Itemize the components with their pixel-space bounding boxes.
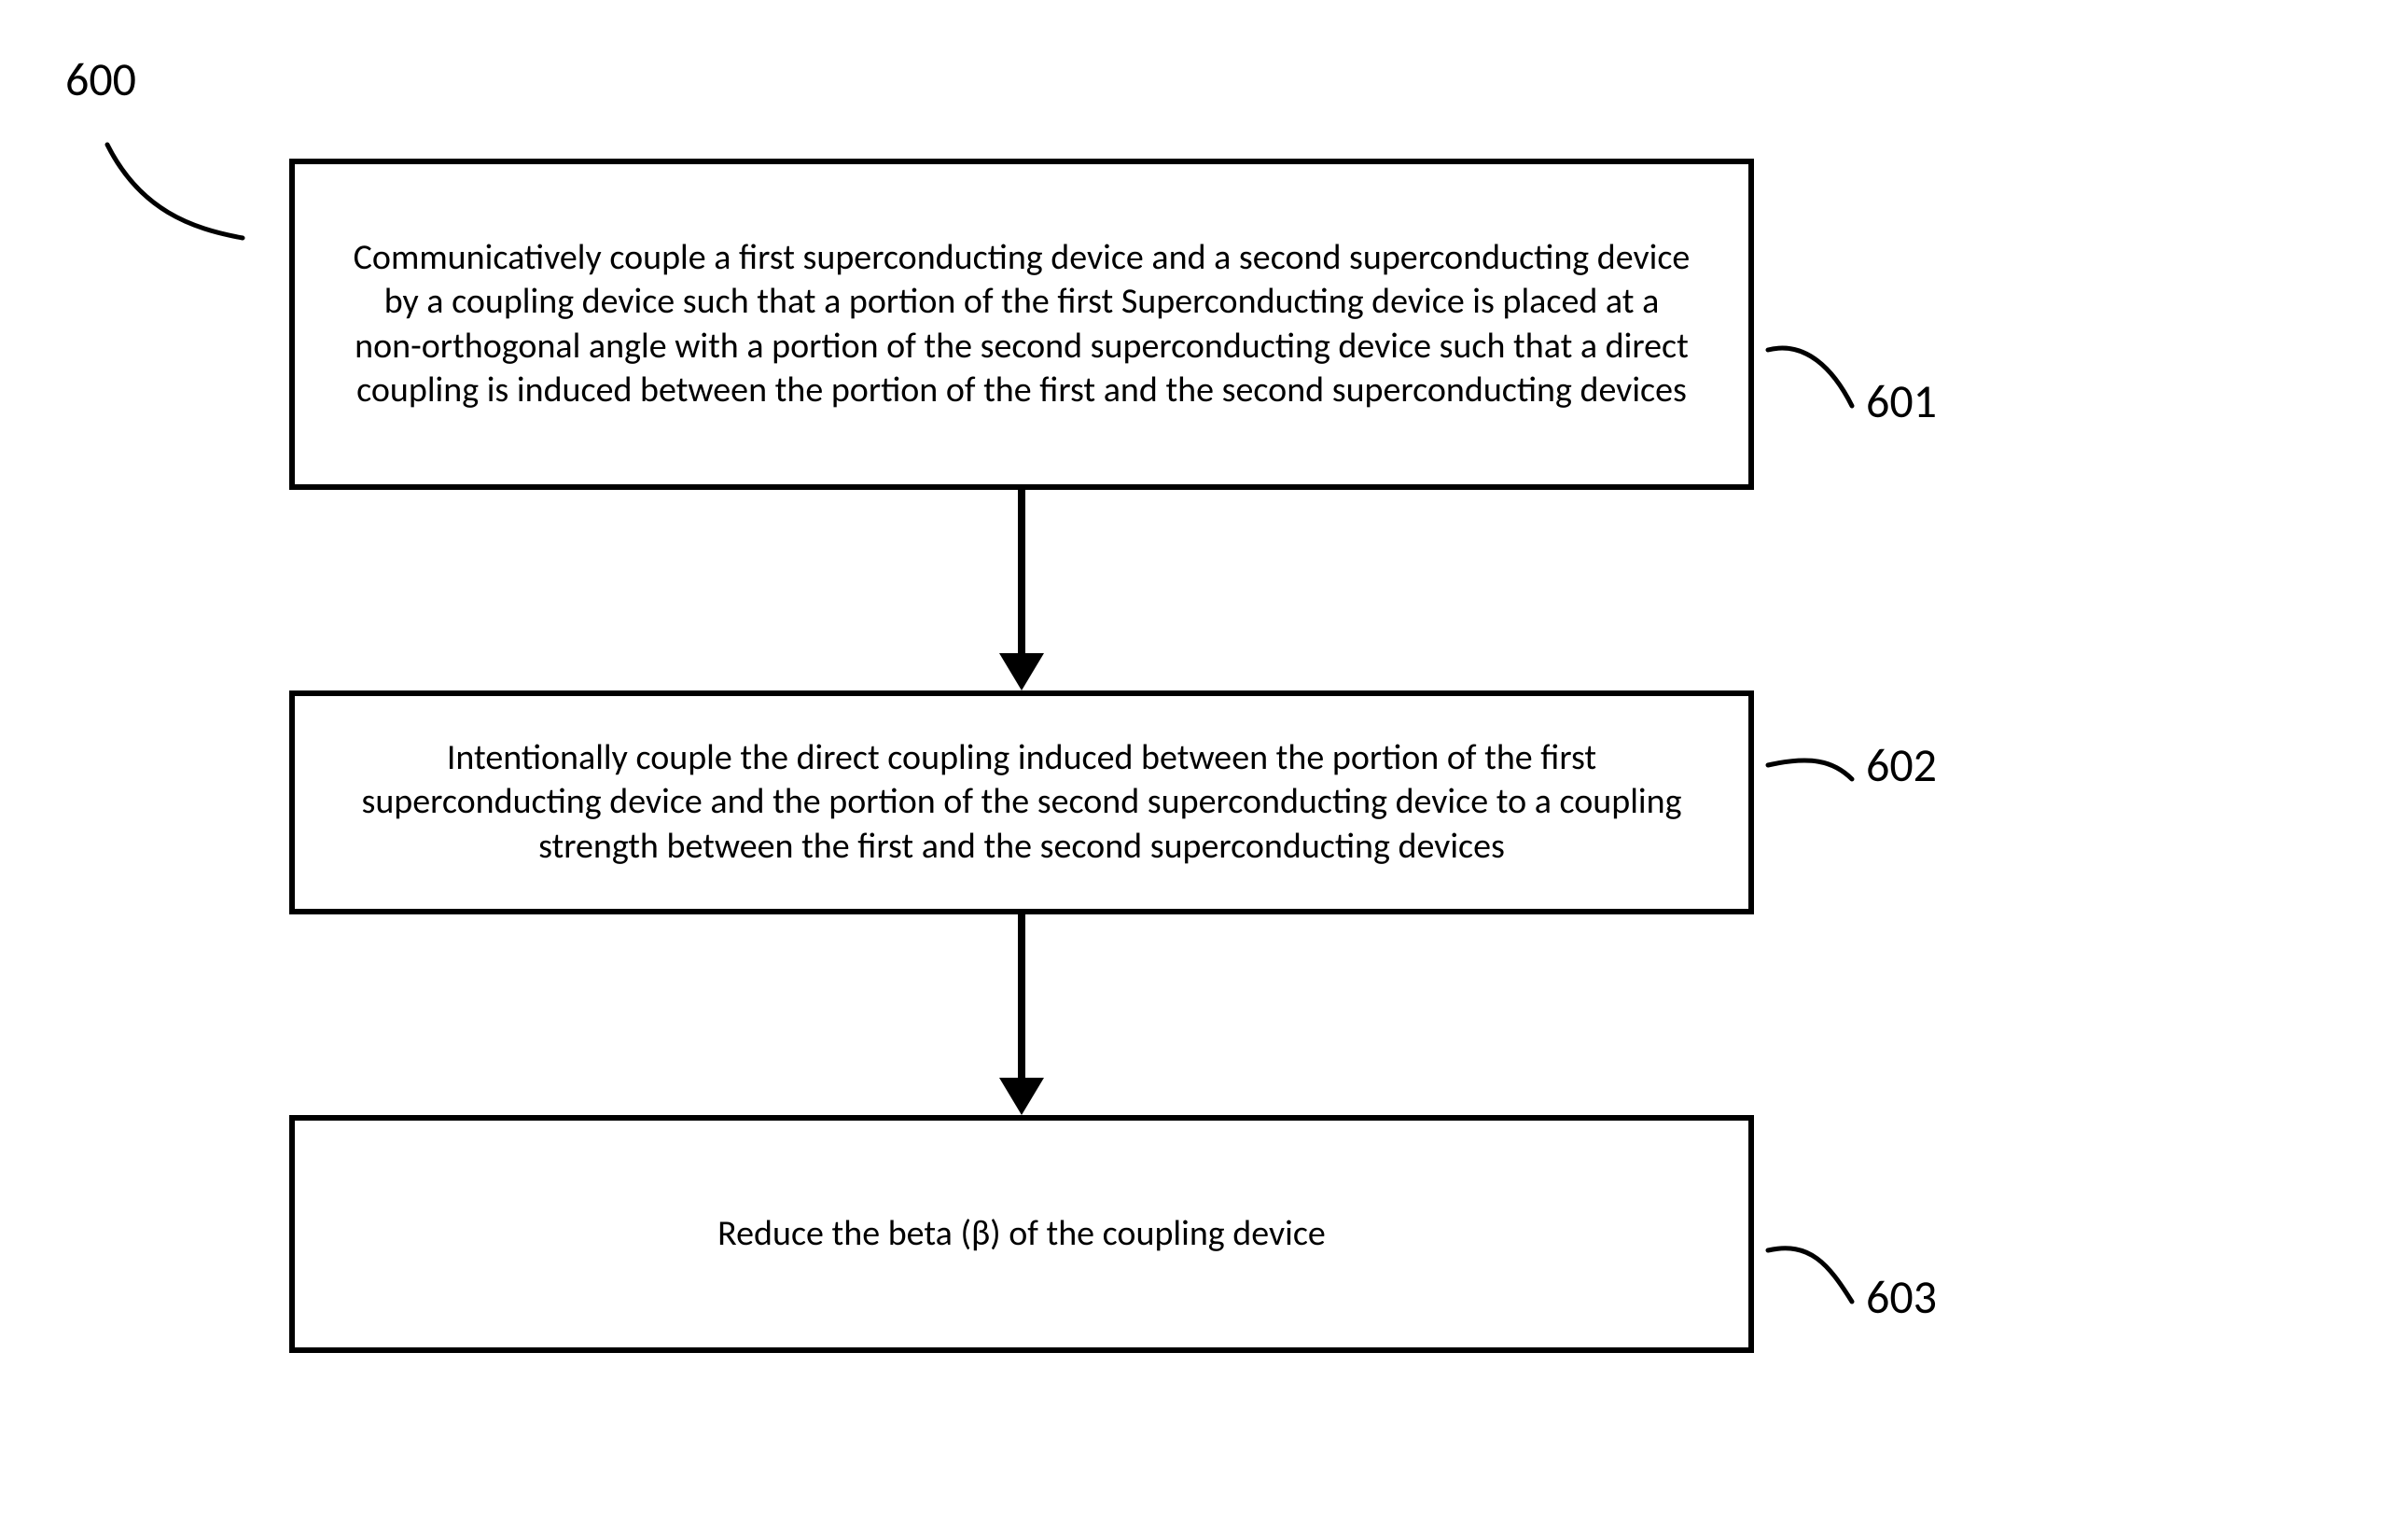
ref-label-603: 603 bbox=[1866, 1269, 1937, 1326]
ref-label-602: 602 bbox=[1866, 737, 1937, 794]
flowchart-canvas: Communicatively couple a first supercond… bbox=[0, 0, 2408, 1520]
callout-l603 bbox=[1768, 1248, 1852, 1302]
callout-l601 bbox=[1768, 348, 1852, 406]
flow-node-603-text: Reduce the beta (β) of the coupling devi… bbox=[717, 1212, 1326, 1257]
flow-node-601: Communicatively couple a first supercond… bbox=[289, 159, 1754, 490]
callout-l600 bbox=[107, 145, 243, 238]
flow-node-603: Reduce the beta (β) of the coupling devi… bbox=[289, 1115, 1754, 1353]
ref-label-600: 600 bbox=[65, 51, 136, 108]
flow-node-602-text: Intentionally couple the direct coupling… bbox=[351, 736, 1692, 870]
ref-label-601: 601 bbox=[1866, 373, 1937, 430]
flow-node-601-text: Communicatively couple a first supercond… bbox=[351, 236, 1692, 413]
callout-l602 bbox=[1768, 760, 1852, 779]
flow-node-602: Intentionally couple the direct coupling… bbox=[289, 690, 1754, 914]
